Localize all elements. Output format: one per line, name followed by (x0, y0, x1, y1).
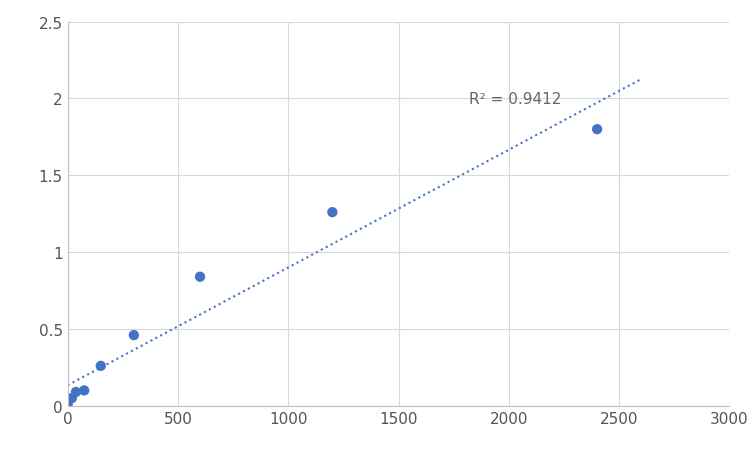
Point (66, 395, 77, 402)
Point (128, 332, 140, 339)
Point (78, 387, 90, 394)
Point (70, 388, 82, 396)
Text: R² = 0.9412: R² = 0.9412 (469, 92, 562, 107)
Point (194, 273, 206, 281)
Point (95, 363, 107, 370)
Point (591, 126, 603, 133)
Point (326, 209, 338, 216)
Point (62, 401, 74, 408)
